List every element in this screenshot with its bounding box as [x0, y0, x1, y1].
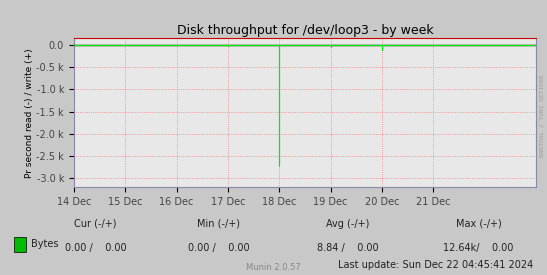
Text: Avg (-/+): Avg (-/+): [325, 219, 369, 229]
Text: 0.00 /    0.00: 0.00 / 0.00: [188, 243, 249, 253]
Text: Cur (-/+): Cur (-/+): [74, 219, 117, 229]
Text: 12.64k/    0.00: 12.64k/ 0.00: [444, 243, 514, 253]
Y-axis label: Pr second read (-) / write (+): Pr second read (-) / write (+): [25, 48, 33, 178]
Text: 8.84 /    0.00: 8.84 / 0.00: [317, 243, 378, 253]
Text: Bytes: Bytes: [31, 239, 58, 249]
Text: Max (-/+): Max (-/+): [456, 219, 502, 229]
Text: Min (-/+): Min (-/+): [197, 219, 240, 229]
Text: Last update: Sun Dec 22 04:45:41 2024: Last update: Sun Dec 22 04:45:41 2024: [338, 260, 533, 270]
Title: Disk throughput for /dev/loop3 - by week: Disk throughput for /dev/loop3 - by week: [177, 24, 433, 37]
Text: RRDTOOL / TOBI OETIKER: RRDTOOL / TOBI OETIKER: [539, 74, 544, 157]
Text: 0.00 /    0.00: 0.00 / 0.00: [65, 243, 126, 253]
Text: Munin 2.0.57: Munin 2.0.57: [246, 263, 301, 272]
